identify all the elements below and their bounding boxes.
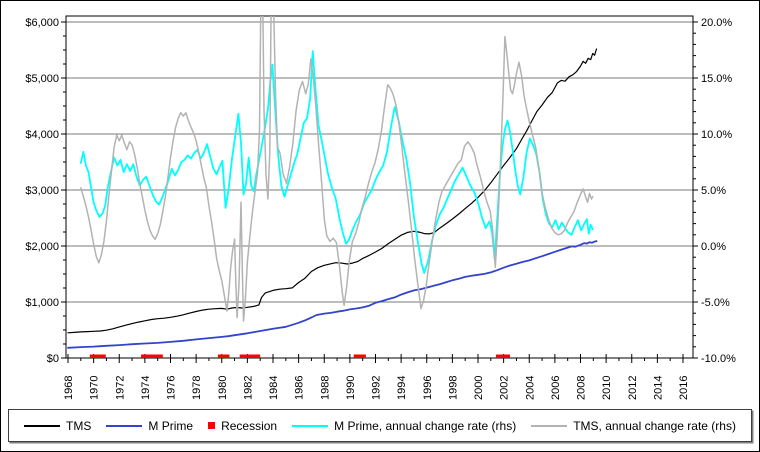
x-axis-label: 1978 (191, 376, 203, 400)
x-axis-label: 2014 (652, 376, 664, 400)
plot-frame (65, 15, 694, 359)
x-axis-label: 1988 (319, 376, 331, 400)
tms-rate-line-swatch (531, 424, 568, 427)
series-line-m-prime (67, 240, 598, 349)
x-axis-label: 1998 (447, 376, 459, 400)
legend-label-tms: TMS (66, 418, 92, 433)
x-axis-label: 1974 (140, 376, 152, 400)
series (67, 16, 598, 358)
series-line-tms (67, 48, 598, 334)
right-axis-label: 10.0% (701, 129, 732, 141)
m-prime-rate-line-swatch (292, 424, 329, 427)
m-prime-line-swatch (106, 424, 143, 427)
x-axis-label: 1982 (242, 376, 254, 400)
right-axis-label: -10.0% (701, 353, 736, 365)
x-axis-label: 2004 (524, 376, 536, 400)
x-axis-label: 1994 (396, 376, 408, 400)
recession-bar (239, 354, 261, 358)
recession-bar (89, 354, 106, 358)
x-axis-label: 2010 (601, 376, 613, 400)
x-axis-label: 1970 (89, 376, 101, 400)
right-axis-label: 20.0% (701, 17, 732, 29)
x-axis-label: 1968 (63, 376, 75, 400)
recession-bar (353, 354, 366, 358)
right-axis-label: -5.0% (701, 297, 730, 309)
chart-canvas: $0 $1,000 $2,000 $3,000 $4,000 $5,000 $6,000 -1… (25, 15, 736, 400)
legend-item-m-prime-rate: M Prime, annual change rate (rhs) (292, 419, 516, 433)
x-axis-label: 1996 (422, 376, 434, 400)
left-axis-label: $1,000 (25, 297, 59, 309)
x-axis-label: 2016 (678, 376, 690, 400)
left-axis-label: $3,000 (25, 185, 59, 197)
left-axis-label: $5,000 (25, 73, 59, 85)
legend: TMS M Prime Recession M Prime, annual ch… (8, 409, 752, 442)
legend-label-m-prime-rate: M Prime, annual change rate (rhs) (334, 418, 517, 433)
left-axis-label: $6,000 (25, 17, 59, 29)
recession-bar (141, 354, 163, 358)
axis-labels: $0 $1,000 $2,000 $3,000 $4,000 $5,000 $6,000 -1… (25, 17, 736, 400)
legend-item-tms-rate: TMS, annual change rate (rhs) (531, 419, 736, 433)
x-axis-label: 1986 (294, 376, 306, 400)
left-axis-label: $4,000 (25, 129, 59, 141)
tms-line-swatch (24, 424, 61, 427)
x-axis-label: 1992 (371, 376, 383, 400)
x-axis-label: 2000 (473, 376, 485, 400)
legend-item-tms: TMS (24, 419, 91, 433)
x-axis-label: 2002 (499, 376, 511, 400)
x-axis-label: 2008 (576, 376, 588, 400)
series-line-m-prime-annual-change-rate-rhs (79, 50, 594, 274)
gridlines (66, 21, 693, 359)
recession-marker-swatch (208, 422, 216, 429)
recession-bar (495, 354, 511, 358)
left-axis-label: $0 (47, 353, 59, 365)
legend-item-m-prime: M Prime (106, 419, 193, 433)
x-axis-label: 1984 (268, 376, 280, 400)
recession-bar (217, 354, 230, 358)
x-axis-label: 1990 (345, 376, 357, 400)
right-axis-label: 0.0% (701, 241, 726, 253)
legend-label-m-prime: M Prime (148, 418, 194, 433)
legend-label-recession: Recession (221, 418, 278, 433)
x-axis-label: 1976 (166, 376, 178, 400)
x-axis-label: 1980 (217, 376, 229, 400)
series-line-tms-annual-change-rate-rhs (80, 16, 594, 322)
left-axis-label: $2,000 (25, 241, 59, 253)
legend-label-tms-rate: TMS, annual change rate (rhs) (573, 418, 736, 433)
right-axis-label: 5.0% (701, 185, 726, 197)
axis-ticks (61, 21, 698, 363)
x-axis-label: 2006 (550, 376, 562, 400)
x-axis-label: 2012 (627, 376, 639, 400)
right-axis-label: 15.0% (701, 73, 732, 85)
legend-item-recession: Recession (208, 419, 277, 433)
x-axis-label: 1972 (114, 376, 126, 400)
